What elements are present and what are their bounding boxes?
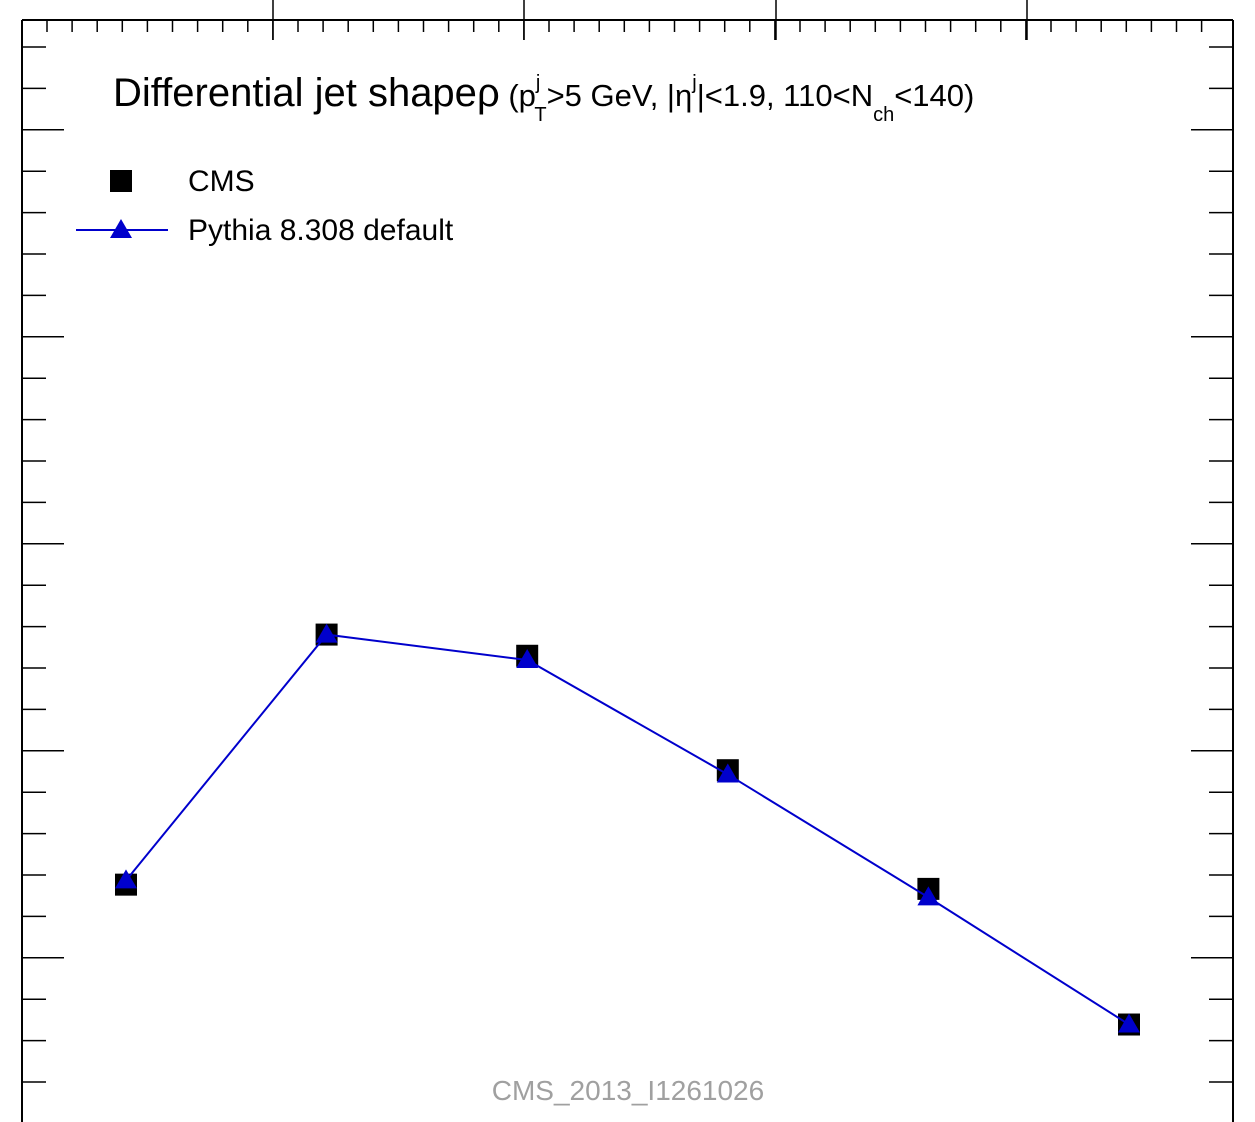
legend-pythia-marker — [110, 219, 132, 238]
pythia-point — [315, 623, 338, 643]
chart-title-eta-sup: j — [691, 72, 696, 94]
chart-title-rho: ρ — [477, 71, 500, 115]
legend-pythia-label: Pythia 8.308 default — [188, 214, 454, 247]
pythia-point — [917, 886, 940, 906]
plot-frame — [21, 0, 1234, 1122]
chart-title-open: (p — [500, 78, 536, 113]
legend: CMS Pythia 8.308 default — [76, 165, 454, 247]
legend-cms-label: CMS — [188, 165, 255, 198]
watermark-label: CMS_2013_I1261026 — [492, 1075, 764, 1106]
chart-title-mid2: |<1.9, 110<N — [697, 78, 873, 113]
pythia-point — [115, 869, 137, 889]
pythia-point — [716, 763, 739, 783]
legend-cms-marker — [110, 170, 132, 192]
chart-title-pt-sub: T — [534, 104, 546, 126]
pythia-point — [1118, 1013, 1140, 1033]
chart-title: Differential jet shapeρ (pj T>5 GeV, |ηj|… — [113, 71, 974, 126]
chart-title-mid1: >5 GeV, |η — [547, 78, 693, 113]
pythia-line — [125, 633, 1130, 1026]
series-layer — [115, 623, 1140, 1036]
pythia-point — [516, 649, 539, 669]
chart-title-pt-sup: j — [535, 72, 540, 94]
chart-title-nch-sub: ch — [873, 104, 894, 126]
chart-title-close: <140) — [894, 78, 974, 113]
chart-title-main: Differential jet shape — [113, 71, 477, 115]
